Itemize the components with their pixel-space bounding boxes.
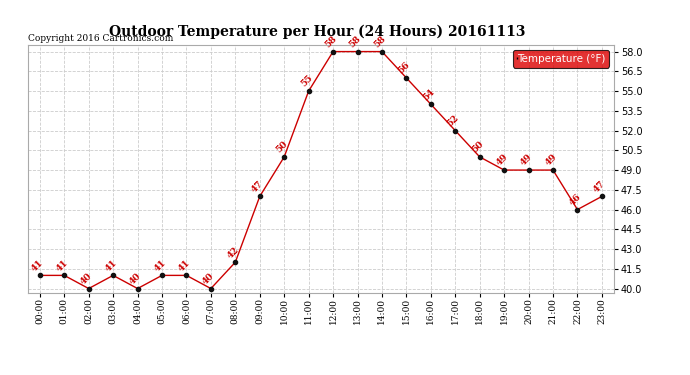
Text: 40: 40 — [201, 271, 216, 286]
Text: 54: 54 — [421, 87, 436, 102]
Text: 40: 40 — [79, 271, 94, 286]
Text: 55: 55 — [299, 74, 314, 89]
Text: 41: 41 — [177, 258, 192, 273]
Text: 49: 49 — [543, 153, 559, 168]
Legend: Temperature (°F): Temperature (°F) — [513, 50, 609, 68]
Text: 58: 58 — [372, 34, 388, 50]
Text: 52: 52 — [446, 113, 461, 128]
Text: 50: 50 — [470, 140, 485, 155]
Text: 47: 47 — [250, 179, 265, 194]
Text: 49: 49 — [519, 153, 534, 168]
Text: 41: 41 — [104, 258, 119, 273]
Text: 41: 41 — [55, 258, 70, 273]
Text: 49: 49 — [495, 153, 510, 168]
Text: Copyright 2016 Cartronics.com: Copyright 2016 Cartronics.com — [28, 34, 173, 43]
Text: 41: 41 — [152, 258, 168, 273]
Text: 46: 46 — [568, 192, 583, 207]
Text: 47: 47 — [592, 179, 607, 194]
Text: 40: 40 — [128, 271, 143, 286]
Text: 58: 58 — [324, 34, 339, 50]
Text: Outdoor Temperature per Hour (24 Hours) 20161113: Outdoor Temperature per Hour (24 Hours) … — [109, 24, 526, 39]
Text: 50: 50 — [275, 140, 290, 155]
Text: 41: 41 — [30, 258, 46, 273]
Text: 42: 42 — [226, 245, 241, 260]
Text: 56: 56 — [397, 60, 412, 76]
Text: 58: 58 — [348, 34, 363, 50]
